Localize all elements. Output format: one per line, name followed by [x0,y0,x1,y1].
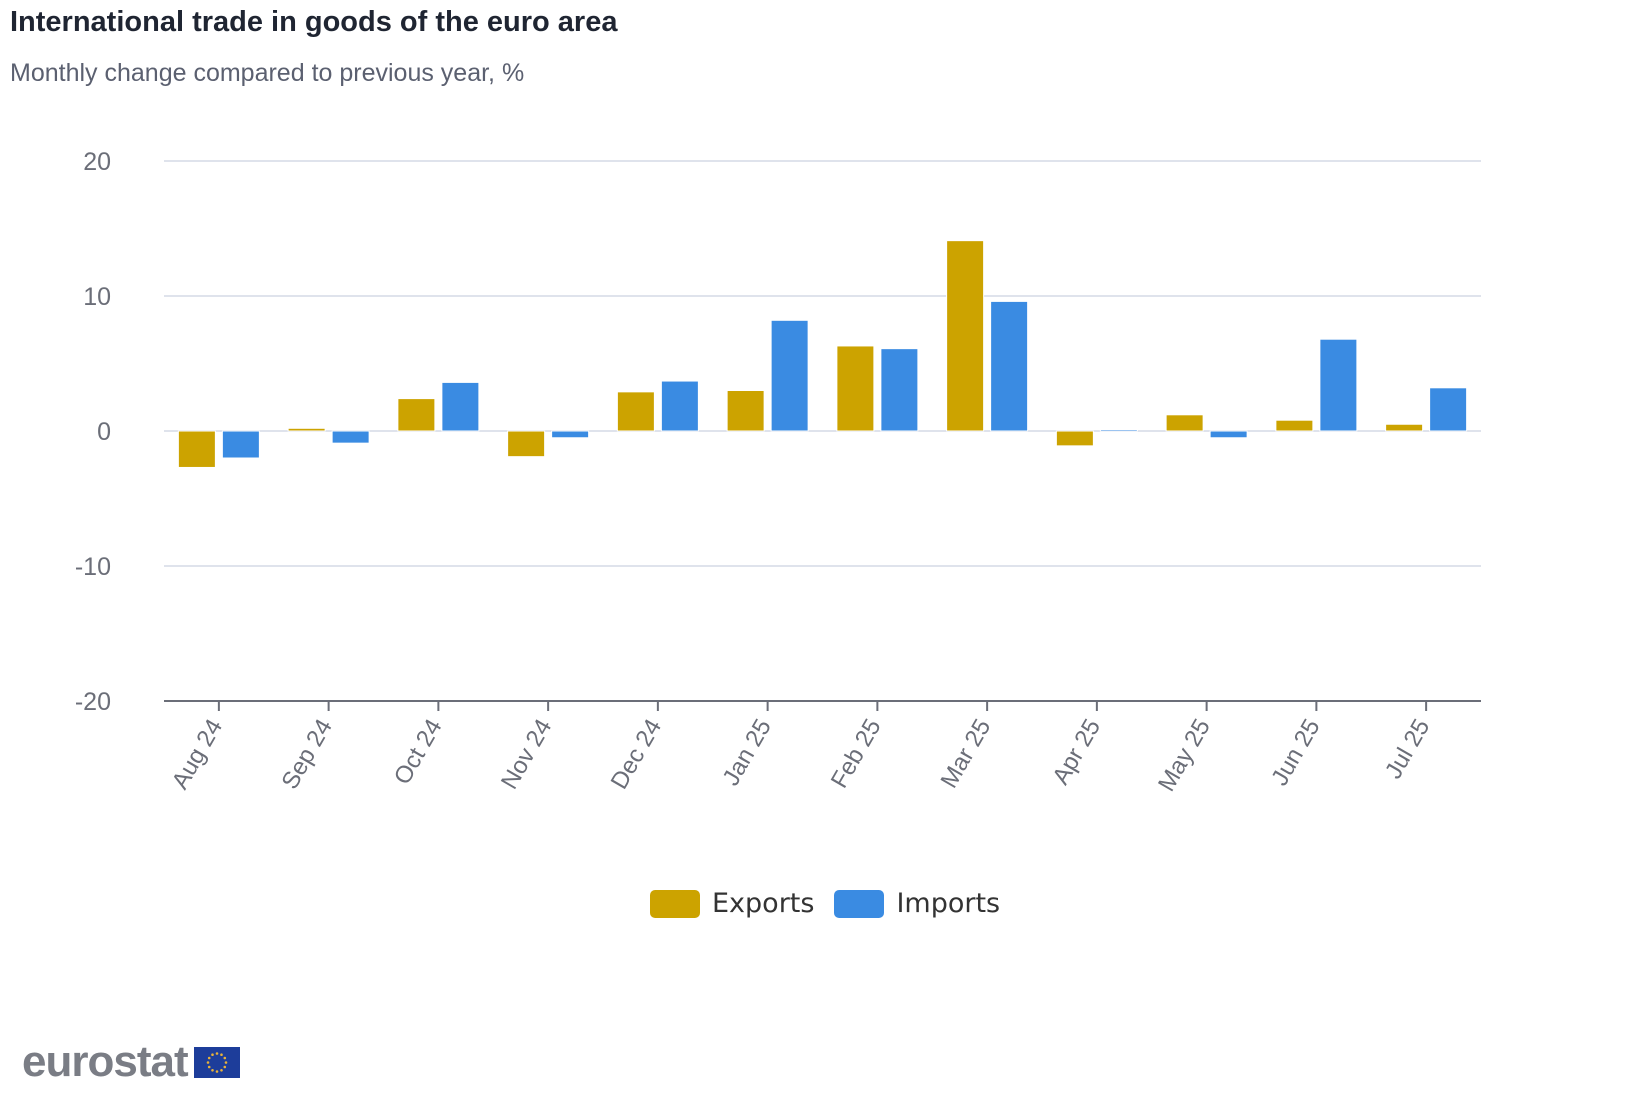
legend-item-exports[interactable]: Exports [650,888,814,919]
bar-imports-may-25[interactable] [1209,430,1248,439]
bar-imports-mar-25[interactable] [990,300,1029,432]
bar-imports-jul-25[interactable] [1429,387,1468,432]
bar-exports-jan-25[interactable] [726,390,765,432]
y-tick-label: -10 [75,553,111,581]
bar-exports-may-25[interactable] [1165,414,1204,432]
x-tick-label: Jul 25 [1380,715,1435,784]
legend-label-exports: Exports [712,888,815,919]
bars [177,240,1468,468]
x-tick-label: Mar 25 [936,715,997,793]
bar-exports-oct-24[interactable] [397,398,436,432]
bar-imports-feb-25[interactable] [880,348,919,432]
x-tick-label: Feb 25 [826,715,887,793]
imports-swatch [834,889,885,918]
logo-text: eurostat [22,1037,189,1086]
bar-exports-mar-25[interactable] [946,240,985,432]
x-tick-label: Jan 25 [717,715,776,791]
chart-title: International trade in goods of the euro… [10,6,618,38]
bar-imports-nov-24[interactable] [551,430,590,439]
bar-exports-sep-24[interactable] [287,427,326,432]
y-axis: 20 10 0 -10 -20 [75,148,111,716]
x-tick-label: Nov 24 [496,715,557,794]
y-tick-label: 20 [83,148,111,176]
bar-imports-aug-24[interactable] [221,430,260,459]
bar-imports-jan-25[interactable] [770,319,809,432]
y-tick-label: -20 [75,688,111,716]
bar-exports-aug-24[interactable] [177,430,216,468]
eu-flag-icon [193,1046,240,1078]
x-tick-label: Dec 24 [606,715,667,794]
y-tick-label: 0 [97,418,111,446]
bar-chart: 20 10 0 -10 -20 Aug 24 Sep 24 Oct 24 Nov 24 Dec … [75,148,1481,797]
chart-subtitle: Monthly change compared to previous year… [10,59,525,87]
x-tick-label: May 25 [1153,715,1216,797]
x-tick-label: Apr 25 [1047,715,1106,790]
x-tick-label: Oct 24 [389,715,448,790]
bar-exports-feb-25[interactable] [836,345,875,432]
bar-imports-dec-24[interactable] [660,380,699,432]
bar-exports-jul-25[interactable] [1385,423,1424,432]
bar-exports-jun-25[interactable] [1275,419,1314,432]
bar-exports-nov-24[interactable] [507,430,546,458]
bar-imports-apr-25[interactable] [1099,429,1138,432]
bar-imports-oct-24[interactable] [441,381,480,432]
exports-swatch [650,889,700,918]
bar-imports-sep-24[interactable] [331,430,370,444]
bar-exports-apr-25[interactable] [1055,430,1094,447]
eurostat-logo: eurostat [22,1040,240,1084]
x-tick-label: Jun 25 [1266,715,1325,791]
x-tick-label: Sep 24 [276,715,337,794]
x-axis: Aug 24 Sep 24 Oct 24 Nov 24 Dec 24 Jan 25 Feb … [164,700,1481,797]
legend: Exports Imports [650,888,1020,919]
x-tick-label: Aug 24 [167,715,228,794]
legend-item-imports[interactable]: Imports [834,888,1000,919]
bar-imports-jun-25[interactable] [1319,338,1358,432]
y-tick-label: 10 [83,283,111,311]
legend-label-imports: Imports [896,888,1001,919]
gridlines [164,160,1481,567]
bar-exports-dec-24[interactable] [616,391,655,432]
